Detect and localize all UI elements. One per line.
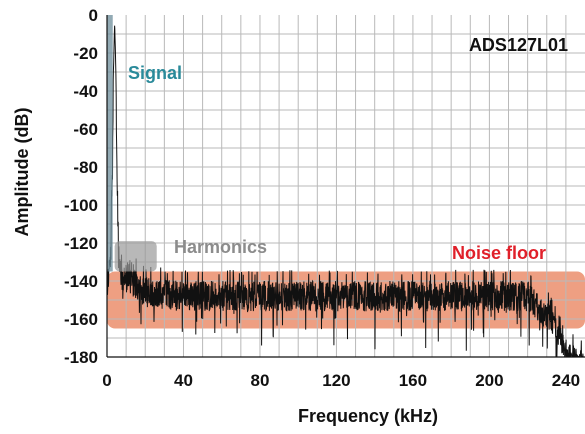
y-tick-label: -60 — [73, 120, 98, 139]
x-tick-label: 200 — [475, 371, 503, 390]
y-axis-title: Amplitude (dB) — [12, 108, 32, 237]
x-tick-label: 120 — [322, 371, 350, 390]
y-tick-label: -20 — [73, 44, 98, 63]
region-signal — [107, 15, 113, 272]
x-axis-title: Frequency (kHz) — [298, 406, 438, 426]
x-tick-label: 160 — [399, 371, 427, 390]
y-tick-label: 0 — [89, 6, 98, 25]
y-tick-label: -160 — [64, 310, 98, 329]
harmonics-annotation: Harmonics — [174, 237, 267, 257]
spectrum-trace — [106, 25, 585, 358]
y-tick-label: -120 — [64, 234, 98, 253]
x-tick-label: 40 — [174, 371, 193, 390]
y-tick-label: -100 — [64, 196, 98, 215]
y-tick-label: -80 — [73, 158, 98, 177]
signal-annotation: Signal — [128, 63, 182, 83]
x-tick-label: 240 — [552, 371, 580, 390]
y-tick-label: -40 — [73, 82, 98, 101]
chart-title: ADS127L01 — [469, 35, 568, 55]
x-tick-label: 0 — [102, 371, 111, 390]
y-tick-label: -180 — [64, 348, 98, 367]
noise-floor-annotation: Noise floor — [452, 243, 546, 263]
y-tick-label: -140 — [64, 272, 98, 291]
region-harmonics — [114, 241, 157, 272]
x-tick-label: 80 — [250, 371, 269, 390]
